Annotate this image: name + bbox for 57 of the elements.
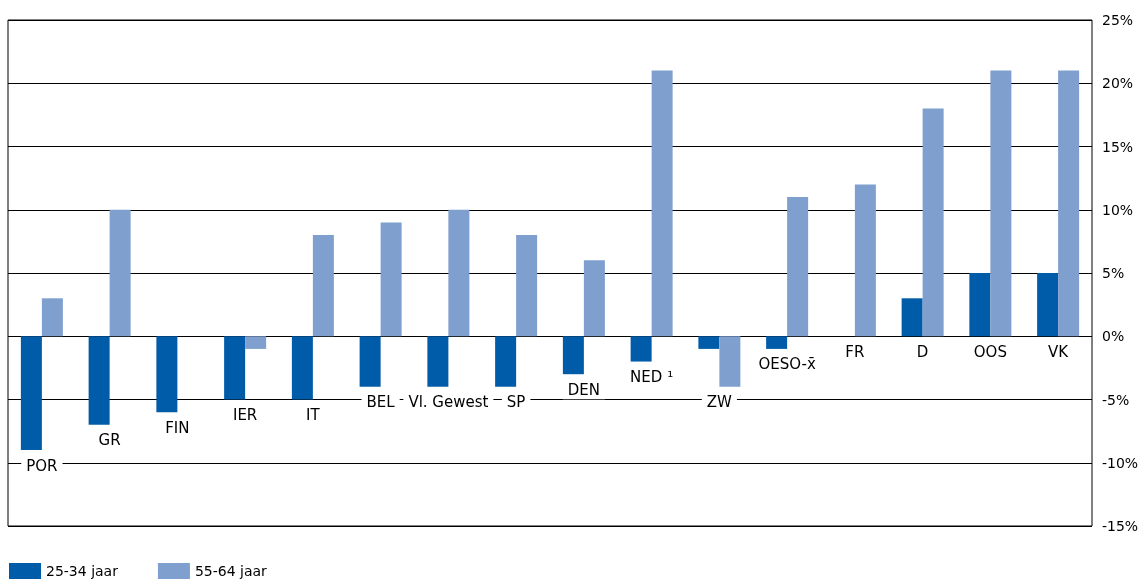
y-tick-label: 5% [1102,265,1125,281]
bar [901,298,923,337]
bar [245,336,267,349]
bar [224,336,246,400]
bar [922,108,944,337]
x-tick-label: IER [232,406,258,424]
bar [109,209,131,337]
x-tick-label: ZW [706,393,733,412]
y-tick-label: 20% [1102,75,1134,92]
bar [583,260,605,337]
x-tick-label: POR [26,456,58,475]
x-tick-label: Vl. Gewest [408,393,489,412]
y-tick-label: -10% [1102,454,1139,471]
y-tick-label: 15% [1102,138,1134,155]
bar [1037,273,1059,337]
legend-label: 55-64 jaar [194,563,268,579]
bar [719,336,741,387]
x-tick-label: FIN [165,418,190,437]
bar [312,235,334,337]
bar [698,336,720,349]
bar [516,235,538,337]
x-tick-label: BEL [366,393,396,412]
bar [990,70,1012,337]
bar [380,222,402,337]
x-tick-label: GR [98,431,121,450]
bar [495,336,517,387]
bar [630,336,652,362]
x-tick-label: IT [306,406,321,424]
x-tick-label: NED ¹ [630,368,674,387]
bar [1058,70,1080,337]
bar [448,209,470,337]
y-tick-label: -5% [1102,391,1130,408]
bar [427,336,449,387]
bar [359,336,381,387]
bar [291,336,313,400]
bar [766,336,788,349]
bar [41,298,63,337]
y-tick-label: -15% [1102,518,1139,534]
x-tick-label: D [916,342,929,361]
x-tick-label: SP [506,393,526,412]
x-tick-label: OOS [973,342,1007,361]
y-tick-label: 10% [1102,201,1134,218]
bar [562,336,584,375]
bar [156,336,178,413]
x-tick-label: FR [845,342,865,361]
y-tick-label: 25% [1102,12,1134,28]
x-tick-label: VK [1048,342,1070,361]
bar [969,273,991,337]
y-tick-label: 0% [1102,328,1125,345]
x-tick-label: OESO-x̄ [758,355,816,374]
bar [20,336,42,451]
bar [787,197,809,337]
bar [651,70,673,337]
x-tick-label: DEN [567,380,600,399]
bar [854,184,876,337]
legend-label: 25-34 jaar [46,563,119,579]
bar [88,336,110,425]
